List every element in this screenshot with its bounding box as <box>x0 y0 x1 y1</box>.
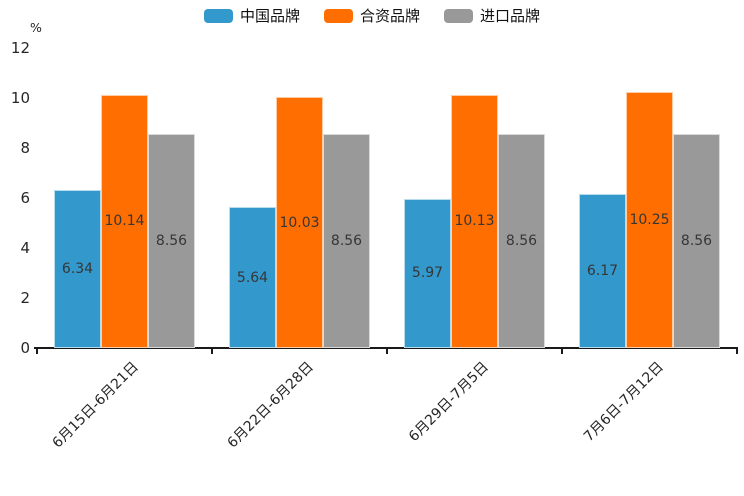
bar-value-label: 5.64 <box>236 269 269 286</box>
bar <box>148 134 195 348</box>
y-tick-label: 0 <box>20 339 30 357</box>
x-category-label: 6月29日-7月5日 <box>405 359 492 445</box>
bar-value-label: 5.97 <box>411 265 444 282</box>
x-axis-line <box>34 347 738 349</box>
legend-item: 进口品牌 <box>444 7 540 25</box>
legend: 中国品牌 合资品牌 进口品牌 <box>0 7 744 25</box>
legend-item: 中国品牌 <box>203 7 300 25</box>
y-axis-unit-label: % <box>30 20 42 35</box>
bar-value-label: 8.56 <box>155 233 188 249</box>
bar <box>323 134 370 348</box>
legend-swatch-icon <box>323 9 353 23</box>
bar <box>451 94 498 348</box>
bar <box>579 193 626 348</box>
y-tick-label: 8 <box>20 139 30 157</box>
bar-value-label: 10.25 <box>629 211 670 228</box>
bar <box>229 207 276 348</box>
bar-value-label: 10.03 <box>279 214 320 231</box>
bar <box>673 134 720 348</box>
bar <box>54 189 101 348</box>
bar-value-label: 10.13 <box>454 213 495 230</box>
bar-value-label: 6.17 <box>586 262 619 279</box>
x-axis-tick <box>36 349 38 354</box>
bar <box>404 198 451 348</box>
y-tick-label: 12 <box>10 39 30 57</box>
bar-value-label: 10.14 <box>104 213 145 230</box>
bar <box>101 94 148 348</box>
bar-value-label: 8.56 <box>330 233 363 249</box>
legend-item: 合资品牌 <box>323 7 420 25</box>
x-category-label: 7月6日-7月12日 <box>580 359 667 445</box>
y-tick-label: 6 <box>20 189 30 207</box>
x-category-label: 6月15日-6月21日 <box>49 359 142 452</box>
legend-label: 中国品牌 <box>239 7 300 25</box>
legend-label: 合资品牌 <box>359 7 420 25</box>
bar <box>498 134 545 348</box>
y-tick-label: 2 <box>20 289 30 307</box>
bar-value-label: 8.56 <box>680 233 713 249</box>
x-category-label: 6月22日-6月28日 <box>224 359 317 452</box>
legend-swatch-icon <box>444 9 473 23</box>
legend-label: 进口品牌 <box>480 7 541 25</box>
y-tick-label: 10 <box>10 89 30 107</box>
x-axis-tick <box>561 349 563 354</box>
x-axis-tick <box>386 349 388 354</box>
bar <box>626 91 673 348</box>
bar-value-label: 6.34 <box>61 260 94 277</box>
bar <box>276 97 323 348</box>
legend-swatch-icon <box>203 9 233 23</box>
x-axis-tick <box>211 349 213 354</box>
y-tick-label: 4 <box>20 239 30 257</box>
bar-value-label: 8.56 <box>505 233 538 249</box>
x-axis-tick <box>736 349 738 354</box>
